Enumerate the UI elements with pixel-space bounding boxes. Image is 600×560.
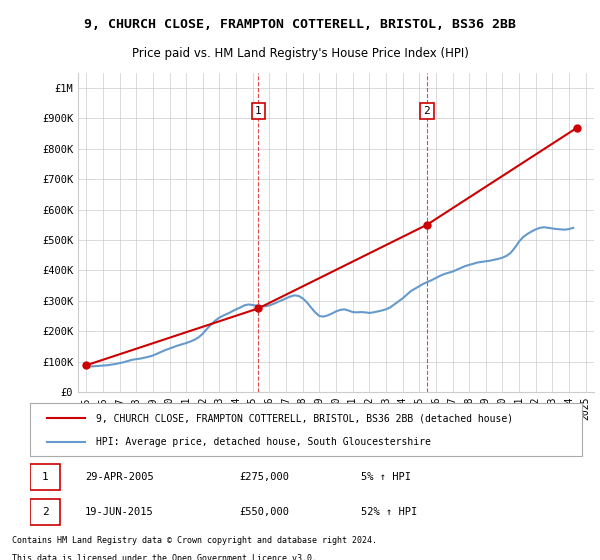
FancyBboxPatch shape: [30, 464, 61, 490]
Text: 2: 2: [42, 507, 49, 517]
Text: 9, CHURCH CLOSE, FRAMPTON COTTERELL, BRISTOL, BS36 2BB (detached house): 9, CHURCH CLOSE, FRAMPTON COTTERELL, BRI…: [96, 413, 514, 423]
Text: 5% ↑ HPI: 5% ↑ HPI: [361, 472, 411, 482]
Text: 19-JUN-2015: 19-JUN-2015: [85, 507, 154, 517]
FancyBboxPatch shape: [30, 498, 61, 525]
Text: 29-APR-2005: 29-APR-2005: [85, 472, 154, 482]
Text: Price paid vs. HM Land Registry's House Price Index (HPI): Price paid vs. HM Land Registry's House …: [131, 48, 469, 60]
Text: £275,000: £275,000: [240, 472, 290, 482]
Text: £550,000: £550,000: [240, 507, 290, 517]
Point: [82, 361, 91, 370]
Text: 2: 2: [424, 106, 430, 116]
Point: [572, 123, 582, 132]
Text: 1: 1: [42, 472, 49, 482]
Text: 1: 1: [255, 106, 262, 116]
Text: 52% ↑ HPI: 52% ↑ HPI: [361, 507, 418, 517]
Text: This data is licensed under the Open Government Licence v3.0.: This data is licensed under the Open Gov…: [12, 554, 317, 560]
FancyBboxPatch shape: [30, 403, 582, 456]
Text: Contains HM Land Registry data © Crown copyright and database right 2024.: Contains HM Land Registry data © Crown c…: [12, 536, 377, 545]
Text: 9, CHURCH CLOSE, FRAMPTON COTTERELL, BRISTOL, BS36 2BB: 9, CHURCH CLOSE, FRAMPTON COTTERELL, BRI…: [84, 18, 516, 31]
Text: HPI: Average price, detached house, South Gloucestershire: HPI: Average price, detached house, Sout…: [96, 436, 431, 446]
Point: [422, 220, 431, 229]
Point: [253, 304, 263, 313]
